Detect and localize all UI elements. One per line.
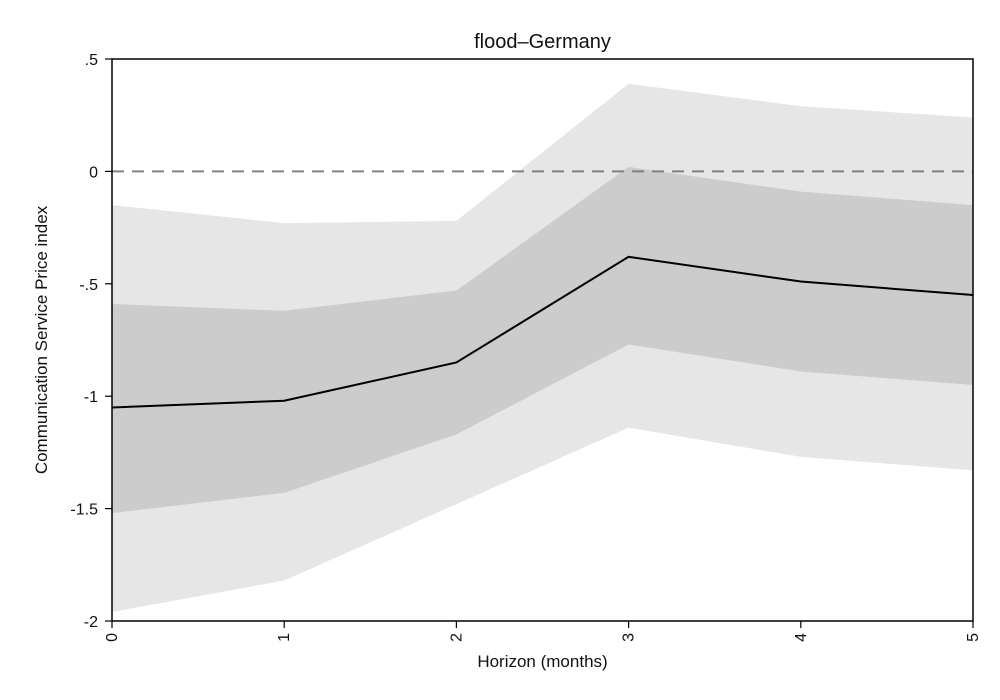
- confidence-bands: [112, 83, 973, 613]
- y-tick-label: -1: [84, 389, 98, 406]
- x-tick-label: 2: [448, 633, 465, 642]
- x-tick-label: 5: [965, 633, 982, 642]
- y-axis: .5 0 -.5 -1 -1.5 -2: [70, 52, 112, 631]
- x-axis-title: Horizon (months): [477, 652, 607, 671]
- x-tick-label: 4: [793, 633, 810, 642]
- series-line-1: [111, 255, 974, 409]
- y-tick-label: -1.5: [70, 502, 98, 519]
- y-axis-title: Communication Service Price index: [32, 205, 51, 474]
- y-tick-label: -.5: [79, 277, 98, 294]
- confidence-band-2: [112, 166, 973, 514]
- x-tick-label: 0: [104, 633, 121, 642]
- chart-title: flood–Germany: [474, 31, 611, 53]
- y-tick-label: -2: [84, 614, 98, 631]
- y-tick-label: 0: [89, 164, 98, 181]
- y-tick-label: .5: [85, 52, 98, 69]
- plot-frame: [111, 58, 974, 622]
- x-axis: 0 1 2 3 4 5: [104, 621, 982, 642]
- x-tick-label: 3: [621, 633, 638, 642]
- x-tick-label: 1: [276, 633, 293, 642]
